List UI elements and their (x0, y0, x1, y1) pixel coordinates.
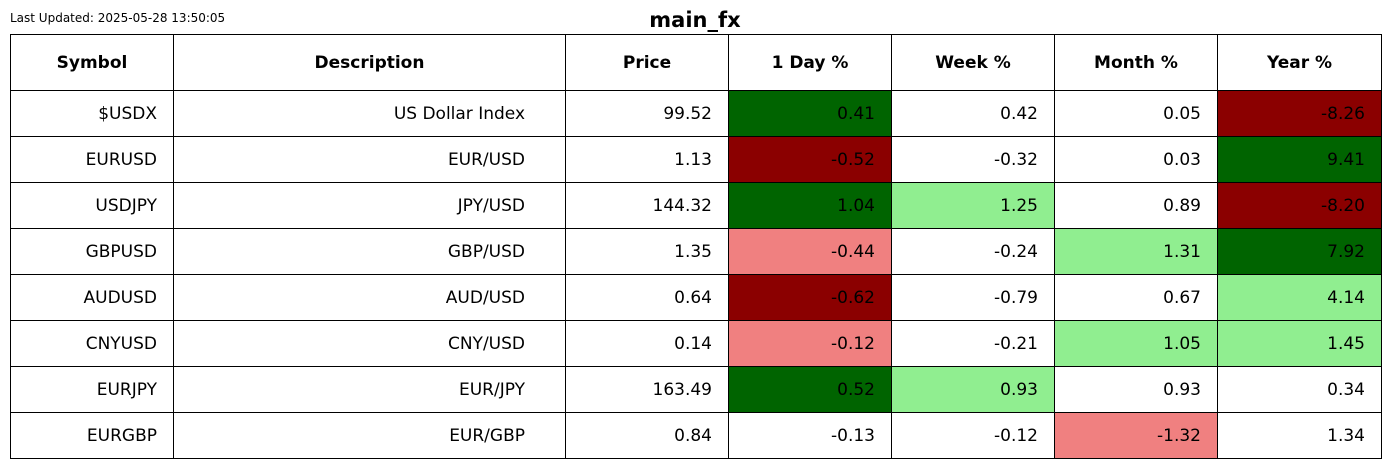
column-header-price: Price (565, 34, 729, 91)
table-row: GBPUSD GBP/USD 1.35 -0.44 -0.24 1.31 7.92 (10, 228, 1382, 275)
symbol-cell: GBPUSD (10, 228, 174, 275)
table-body: $USDX US Dollar Index 99.52 0.41 0.42 0.05 -8.… (10, 90, 1382, 459)
price-cell: 0.84 (565, 412, 729, 459)
price-cell: 0.64 (565, 274, 729, 321)
month-change-cell: 0.03 (1054, 136, 1218, 183)
symbol-cell: CNYUSD (10, 320, 174, 367)
table-row: EURUSD EUR/USD 1.13 -0.52 -0.32 0.03 9.41 (10, 136, 1382, 183)
day-change-cell: -0.52 (728, 136, 892, 183)
month-change-cell: -1.32 (1054, 412, 1218, 459)
table-row: USDJPY JPY/USD 144.32 1.04 1.25 0.89 -8.20 (10, 182, 1382, 229)
price-cell: 163.49 (565, 366, 729, 413)
year-change-cell: 0.34 (1217, 366, 1382, 413)
month-change-cell: 0.05 (1054, 90, 1218, 137)
price-cell: 144.32 (565, 182, 729, 229)
column-header-week: Week % (891, 34, 1055, 91)
table-row: EURGBP EUR/GBP 0.84 -0.13 -0.12 -1.32 1.34 (10, 412, 1382, 459)
day-change-cell: -0.12 (728, 320, 892, 367)
table-header-row: Symbol Description Price 1 Day % Week % … (10, 34, 1382, 91)
description-cell: EUR/GBP (173, 412, 566, 459)
day-change-cell: -0.44 (728, 228, 892, 275)
table-row: EURJPY EUR/JPY 163.49 0.52 0.93 0.93 0.34 (10, 366, 1382, 413)
day-change-cell: 0.52 (728, 366, 892, 413)
table-row: $USDX US Dollar Index 99.52 0.41 0.42 0.05 -8.… (10, 90, 1382, 137)
symbol-cell: AUDUSD (10, 274, 174, 321)
day-change-cell: -0.62 (728, 274, 892, 321)
last-updated-timestamp: Last Updated: 2025-05-28 13:50:05 (10, 11, 226, 25)
year-change-cell: 4.14 (1217, 274, 1382, 321)
table-row: AUDUSD AUD/USD 0.64 -0.62 -0.79 0.67 4.14 (10, 274, 1382, 321)
month-change-cell: 0.89 (1054, 182, 1218, 229)
column-header-1-day: 1 Day % (728, 34, 892, 91)
year-change-cell: -8.20 (1217, 182, 1382, 229)
day-change-cell: 0.41 (728, 90, 892, 137)
day-change-cell: -0.13 (728, 412, 892, 459)
column-header-year: Year % (1217, 34, 1382, 91)
week-change-cell: -0.21 (891, 320, 1055, 367)
column-header-month: Month % (1054, 34, 1218, 91)
year-change-cell: 7.92 (1217, 228, 1382, 275)
year-change-cell: -8.26 (1217, 90, 1382, 137)
price-cell: 99.52 (565, 90, 729, 137)
symbol-cell: EURJPY (10, 366, 174, 413)
description-cell: JPY/USD (173, 182, 566, 229)
description-cell: GBP/USD (173, 228, 566, 275)
price-cell: 1.35 (565, 228, 729, 275)
page-title: main_fx (649, 8, 741, 32)
table-row: CNYUSD CNY/USD 0.14 -0.12 -0.21 1.05 1.45 (10, 320, 1382, 367)
description-cell: AUD/USD (173, 274, 566, 321)
price-cell: 1.13 (565, 136, 729, 183)
day-change-cell: 1.04 (728, 182, 892, 229)
column-header-description: Description (173, 34, 566, 91)
week-change-cell: 0.42 (891, 90, 1055, 137)
description-cell: EUR/JPY (173, 366, 566, 413)
week-change-cell: -0.24 (891, 228, 1055, 275)
symbol-cell: $USDX (10, 90, 174, 137)
description-cell: EUR/USD (173, 136, 566, 183)
year-change-cell: 9.41 (1217, 136, 1382, 183)
month-change-cell: 0.67 (1054, 274, 1218, 321)
year-change-cell: 1.45 (1217, 320, 1382, 367)
column-header-symbol: Symbol (10, 34, 174, 91)
year-change-cell: 1.34 (1217, 412, 1382, 459)
week-change-cell: 1.25 (891, 182, 1055, 229)
week-change-cell: -0.12 (891, 412, 1055, 459)
price-cell: 0.14 (565, 320, 729, 367)
month-change-cell: 0.93 (1054, 366, 1218, 413)
month-change-cell: 1.31 (1054, 228, 1218, 275)
description-cell: CNY/USD (173, 320, 566, 367)
week-change-cell: 0.93 (891, 366, 1055, 413)
week-change-cell: -0.79 (891, 274, 1055, 321)
symbol-cell: EURGBP (10, 412, 174, 459)
fx-table: Symbol Description Price 1 Day % Week % … (10, 34, 1382, 459)
description-cell: US Dollar Index (173, 90, 566, 137)
symbol-cell: USDJPY (10, 182, 174, 229)
symbol-cell: EURUSD (10, 136, 174, 183)
month-change-cell: 1.05 (1054, 320, 1218, 367)
week-change-cell: -0.32 (891, 136, 1055, 183)
